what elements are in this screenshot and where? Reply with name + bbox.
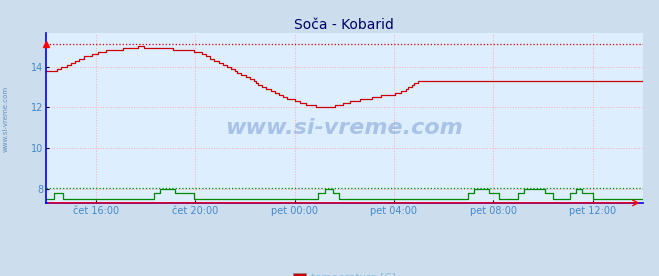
Text: www.si-vreme.com: www.si-vreme.com: [225, 118, 463, 138]
Legend: temperatura [C], pretok [m3/s]: temperatura [C], pretok [m3/s]: [293, 273, 395, 276]
Text: www.si-vreme.com: www.si-vreme.com: [2, 86, 9, 152]
Title: Soča - Kobarid: Soča - Kobarid: [295, 18, 394, 32]
